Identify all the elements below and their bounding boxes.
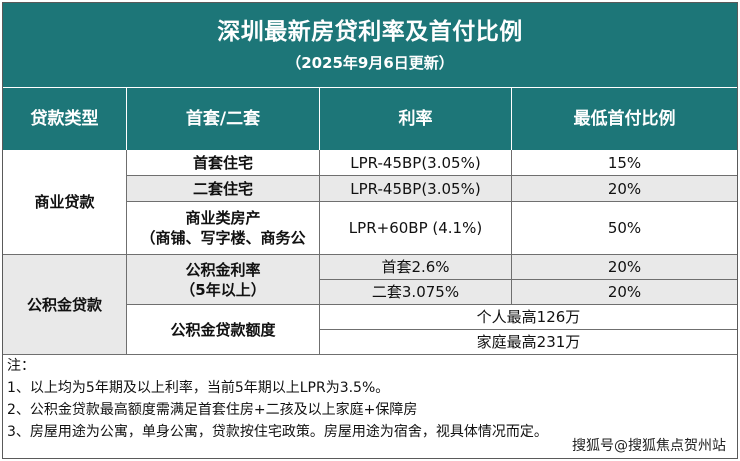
provident-rate-term: （5年以上） bbox=[180, 280, 266, 299]
group-commercial-loan: 商业贷款 bbox=[3, 150, 127, 255]
row-provident-limit-type: 公积金贷款额度 bbox=[127, 305, 320, 355]
header-first-second: 首套/二套 bbox=[127, 88, 320, 150]
provident-limit-family: 家庭最高231万 bbox=[320, 330, 737, 355]
notes-label: 注： bbox=[7, 358, 35, 374]
header-loan-type: 贷款类型 bbox=[3, 88, 127, 150]
row-first-home-down: 15% bbox=[512, 150, 737, 176]
update-date: （2025年9月6日更新） bbox=[286, 54, 454, 72]
provident-first-rate: 首套2.6% bbox=[320, 255, 512, 280]
provident-second-rate: 二套3.075% bbox=[320, 280, 512, 305]
header-down-payment: 最低首付比例 bbox=[573, 109, 676, 129]
group-provident-fund-loan: 公积金贷款 bbox=[3, 255, 127, 355]
note-3: 3、房屋用途为公寓，单身公寓，贷款按住宅政策。房屋用途为宿舍，视具体情况而定。 bbox=[7, 424, 548, 440]
row-commercial-property-down: 50% bbox=[512, 202, 737, 255]
row-first-home-rate: LPR-45BP(3.05%) bbox=[320, 150, 512, 176]
row-second-home-rate: LPR-45BP(3.05%) bbox=[320, 176, 512, 202]
page-title: 深圳最新房贷利率及首付比例 bbox=[217, 19, 523, 45]
row-first-home-type: 首套住宅 bbox=[127, 150, 320, 176]
provident-first-down: 20% bbox=[512, 255, 737, 280]
provident-rate-label: 公积金利率 bbox=[185, 260, 261, 279]
row-second-home-down: 20% bbox=[512, 176, 737, 202]
note-2: 2、公积金贷款最高额度需满足首套住房+二孩及以上家庭+保障房 bbox=[7, 402, 418, 418]
provident-second-down: 20% bbox=[512, 280, 737, 305]
row-commercial-property-rate: LPR+60BP (4.1%) bbox=[320, 202, 512, 255]
commercial-property-examples: （商铺、写字楼、商务公 bbox=[140, 229, 306, 247]
provident-limit-individual: 个人最高126万 bbox=[320, 305, 737, 330]
row-second-home-type: 二套住宅 bbox=[127, 176, 320, 202]
header-rate: 利率 bbox=[320, 88, 512, 150]
table-header: 贷款类型 首套/二套 利率 最低首付比例 bbox=[3, 87, 737, 150]
notes-section: 注： 1、以上均为5年期及以上利率，当前5年期以上LPR为3.5%。 2、公积金… bbox=[3, 355, 737, 458]
note-1: 1、以上均为5年期及以上利率，当前5年期以上LPR为3.5%。 bbox=[7, 380, 390, 396]
row-commercial-property-type: 商业类房产 （商铺、写字楼、商务公 bbox=[127, 202, 320, 255]
row-provident-rate-type: 公积金利率 （5年以上） bbox=[127, 255, 320, 305]
title-bar: 深圳最新房贷利率及首付比例 （2025年9月6日更新） bbox=[3, 3, 737, 87]
watermark: 搜狐号@搜狐焦点贺州站 bbox=[569, 435, 729, 455]
commercial-property-label: 商业类房产 bbox=[185, 209, 261, 227]
